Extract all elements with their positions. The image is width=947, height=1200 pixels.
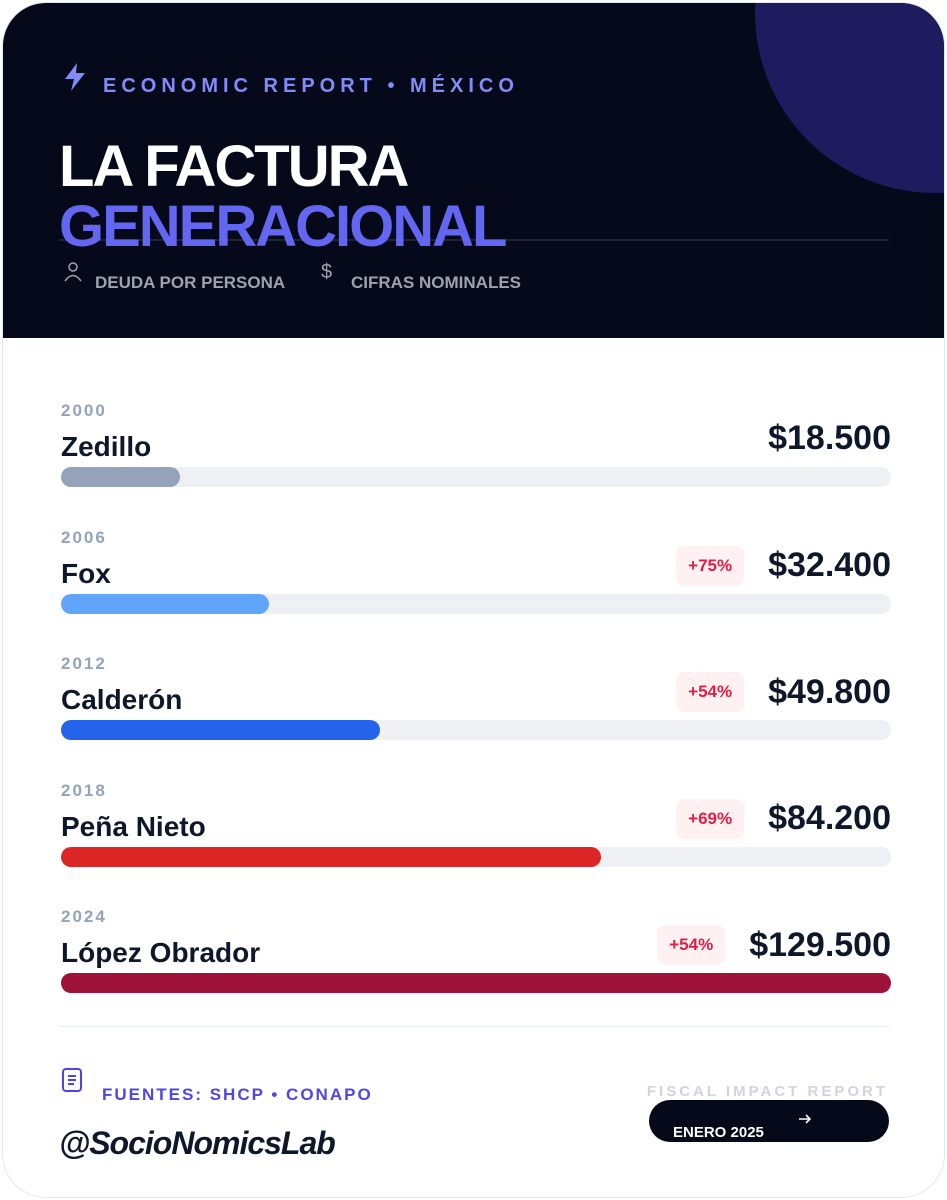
tag: CIFRAS NOMINALES: [351, 273, 521, 292]
bar: [61, 973, 891, 993]
category-label: Fox: [61, 557, 111, 589]
bar-row: 2018 Peña Nieto +69% $84.200: [61, 781, 891, 881]
value-label: $84.200: [768, 799, 891, 837]
bar-row: 2024 López Obrador +54% $129.500: [61, 907, 891, 1007]
bolt-icon: [65, 63, 85, 91]
bar: [61, 593, 269, 614]
value-group: $18.500: [768, 419, 891, 458]
change-label: +54%: [657, 925, 726, 965]
footer-label: FISCAL IMPACT REPORT: [646, 1083, 888, 1100]
bar-row: 2012 Calderón +54% $49.800: [61, 654, 891, 754]
svg-text:$: $: [321, 261, 332, 283]
category-label: López Obrador: [61, 937, 261, 968]
tag: DEUDA POR PERSONA: [95, 273, 286, 292]
value-label: $18.500: [768, 419, 891, 457]
value-group: +69% $84.200: [676, 798, 891, 839]
year: 2024: [61, 907, 107, 926]
year: 2000: [61, 401, 107, 420]
arrow-icon: [799, 1114, 812, 1124]
category-label: Calderón: [61, 684, 183, 715]
bar: [61, 467, 180, 487]
year: 2018: [61, 780, 107, 800]
header: ECONOMIC REPORT • MÉXICO LA FACTURA GENE…: [3, 3, 944, 338]
bar: [61, 846, 601, 867]
bar-track: [61, 720, 891, 740]
date: ENERO 2025: [673, 1124, 764, 1141]
change-label: +75%: [676, 545, 745, 586]
year: 2012: [61, 654, 107, 673]
divider: [59, 1026, 889, 1027]
kicker: ECONOMIC REPORT • MÉXICO: [103, 75, 519, 97]
title-highlight: GENERACIONAL: [59, 194, 507, 259]
value-group: +54% $49.800: [676, 672, 891, 712]
value-label: $32.400: [768, 546, 891, 584]
value-label: $49.800: [768, 672, 891, 711]
title: LA FACTURA: [59, 134, 409, 199]
dollar-icon: $: [321, 261, 332, 283]
bar: [61, 720, 381, 740]
bar-track: [61, 846, 891, 867]
change-label: +69%: [676, 798, 745, 839]
divider: [59, 239, 889, 241]
decoration: [755, 3, 944, 193]
bar-track: [61, 467, 891, 487]
bar-track: [61, 973, 891, 993]
bar-row: 2006 Fox +75% $32.400: [61, 528, 891, 628]
person-icon: [64, 262, 82, 282]
value-group: +54% $129.500: [657, 925, 891, 965]
date-button[interactable]: ENERO 2025: [649, 1100, 889, 1142]
year: 2006: [61, 527, 107, 547]
bar-row: 2000 Zedillo $18.500: [61, 401, 891, 501]
category-label: Peña Nieto: [61, 810, 206, 842]
handle: @SocioNomicsLab: [59, 1125, 336, 1161]
bar-track: [61, 593, 891, 614]
change-label: +54%: [676, 672, 745, 712]
value-label: $129.500: [749, 925, 891, 964]
value-group: +75% $32.400: [676, 545, 891, 586]
category-label: Zedillo: [61, 431, 152, 462]
sources: FUENTES: SHCP • CONAPO: [102, 1085, 373, 1104]
doc-icon: [62, 1068, 82, 1092]
